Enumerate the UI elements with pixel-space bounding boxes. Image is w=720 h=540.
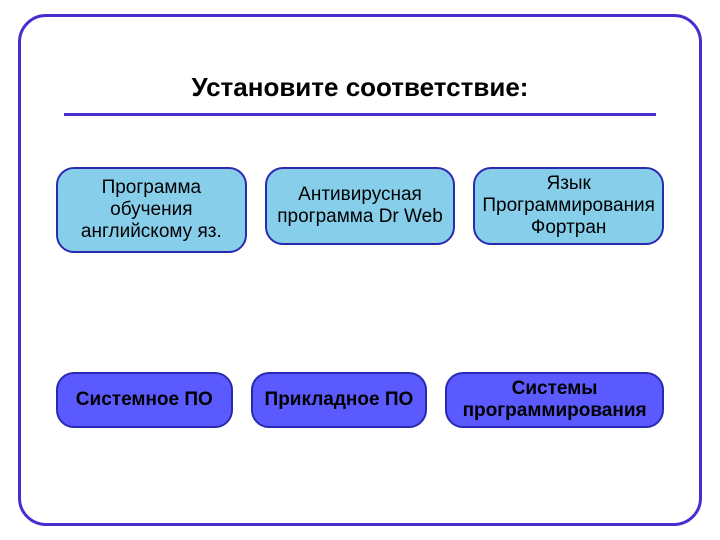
title-underline	[64, 113, 656, 116]
item-card[interactable]: Антивирусная программа Dr Web	[265, 167, 456, 245]
items-row: Программа обучения английскому яз. Антив…	[56, 167, 664, 253]
item-card[interactable]: Программа обучения английскому яз.	[56, 167, 247, 253]
category-card[interactable]: Системы программирования	[445, 372, 664, 428]
categories-row: Системное ПО Прикладное ПО Системы прогр…	[56, 372, 664, 428]
item-label: Антивирусная программа Dr Web	[269, 184, 452, 228]
item-card[interactable]: Язык Программирования Фортран	[473, 167, 664, 245]
item-label: Программа обучения английскому яз.	[60, 177, 243, 243]
category-label: Прикладное ПО	[265, 389, 414, 411]
page-title: Установите соответствие:	[56, 72, 664, 103]
category-card[interactable]: Прикладное ПО	[251, 372, 428, 428]
outer-frame: Установите соответствие: Программа обуче…	[18, 14, 702, 526]
category-label: Системное ПО	[76, 389, 213, 411]
category-label: Системы программирования	[449, 378, 660, 422]
category-card[interactable]: Системное ПО	[56, 372, 233, 428]
item-label: Язык Программирования Фортран	[477, 173, 660, 239]
